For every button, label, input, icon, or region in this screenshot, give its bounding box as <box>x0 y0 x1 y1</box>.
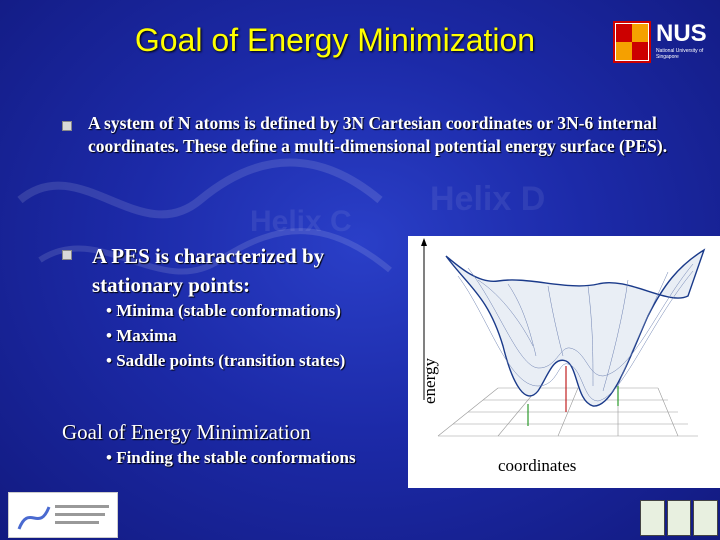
nus-logo: NUS National University of Singapore <box>612 20 712 68</box>
goal-bullet: Finding the stable conformations <box>106 448 355 468</box>
bullet-icon <box>62 250 72 260</box>
stationary-points-list: Minima (stable conformations) Maxima Sad… <box>106 298 345 373</box>
partner-icons <box>640 500 719 536</box>
logo-text: NUS <box>656 20 707 47</box>
paragraph-pes-definition: A system of N atoms is defined by 3N Car… <box>88 113 668 156</box>
paragraph-stationary-points: A PES is characterized by stationary poi… <box>92 244 325 297</box>
bioinformatics-logo <box>8 492 118 538</box>
list-item: Minima (stable conformations) <box>106 298 345 323</box>
x-axis-label: coordinates <box>498 456 577 475</box>
protein-icon <box>666 500 692 536</box>
list-item: Saddle points (transition states) <box>106 348 345 373</box>
goal-heading: Goal of Energy Minimization <box>62 420 311 444</box>
pes-surface-illustration <box>421 238 706 437</box>
swirl-icon <box>17 505 109 530</box>
y-axis-label: energy <box>420 358 439 404</box>
pes-figure <box>408 236 720 488</box>
page-title: Goal of Energy Minimization <box>134 22 536 58</box>
crest-icon <box>613 21 651 63</box>
dna-icon <box>640 500 665 536</box>
background-label: Helix C <box>250 205 352 238</box>
logo-subtitle: National University of Singapore <box>656 48 704 60</box>
background-label: Helix D <box>430 180 546 218</box>
cell-icon <box>693 500 719 536</box>
list-item: Maxima <box>106 323 345 348</box>
bullet-icon <box>62 121 72 131</box>
